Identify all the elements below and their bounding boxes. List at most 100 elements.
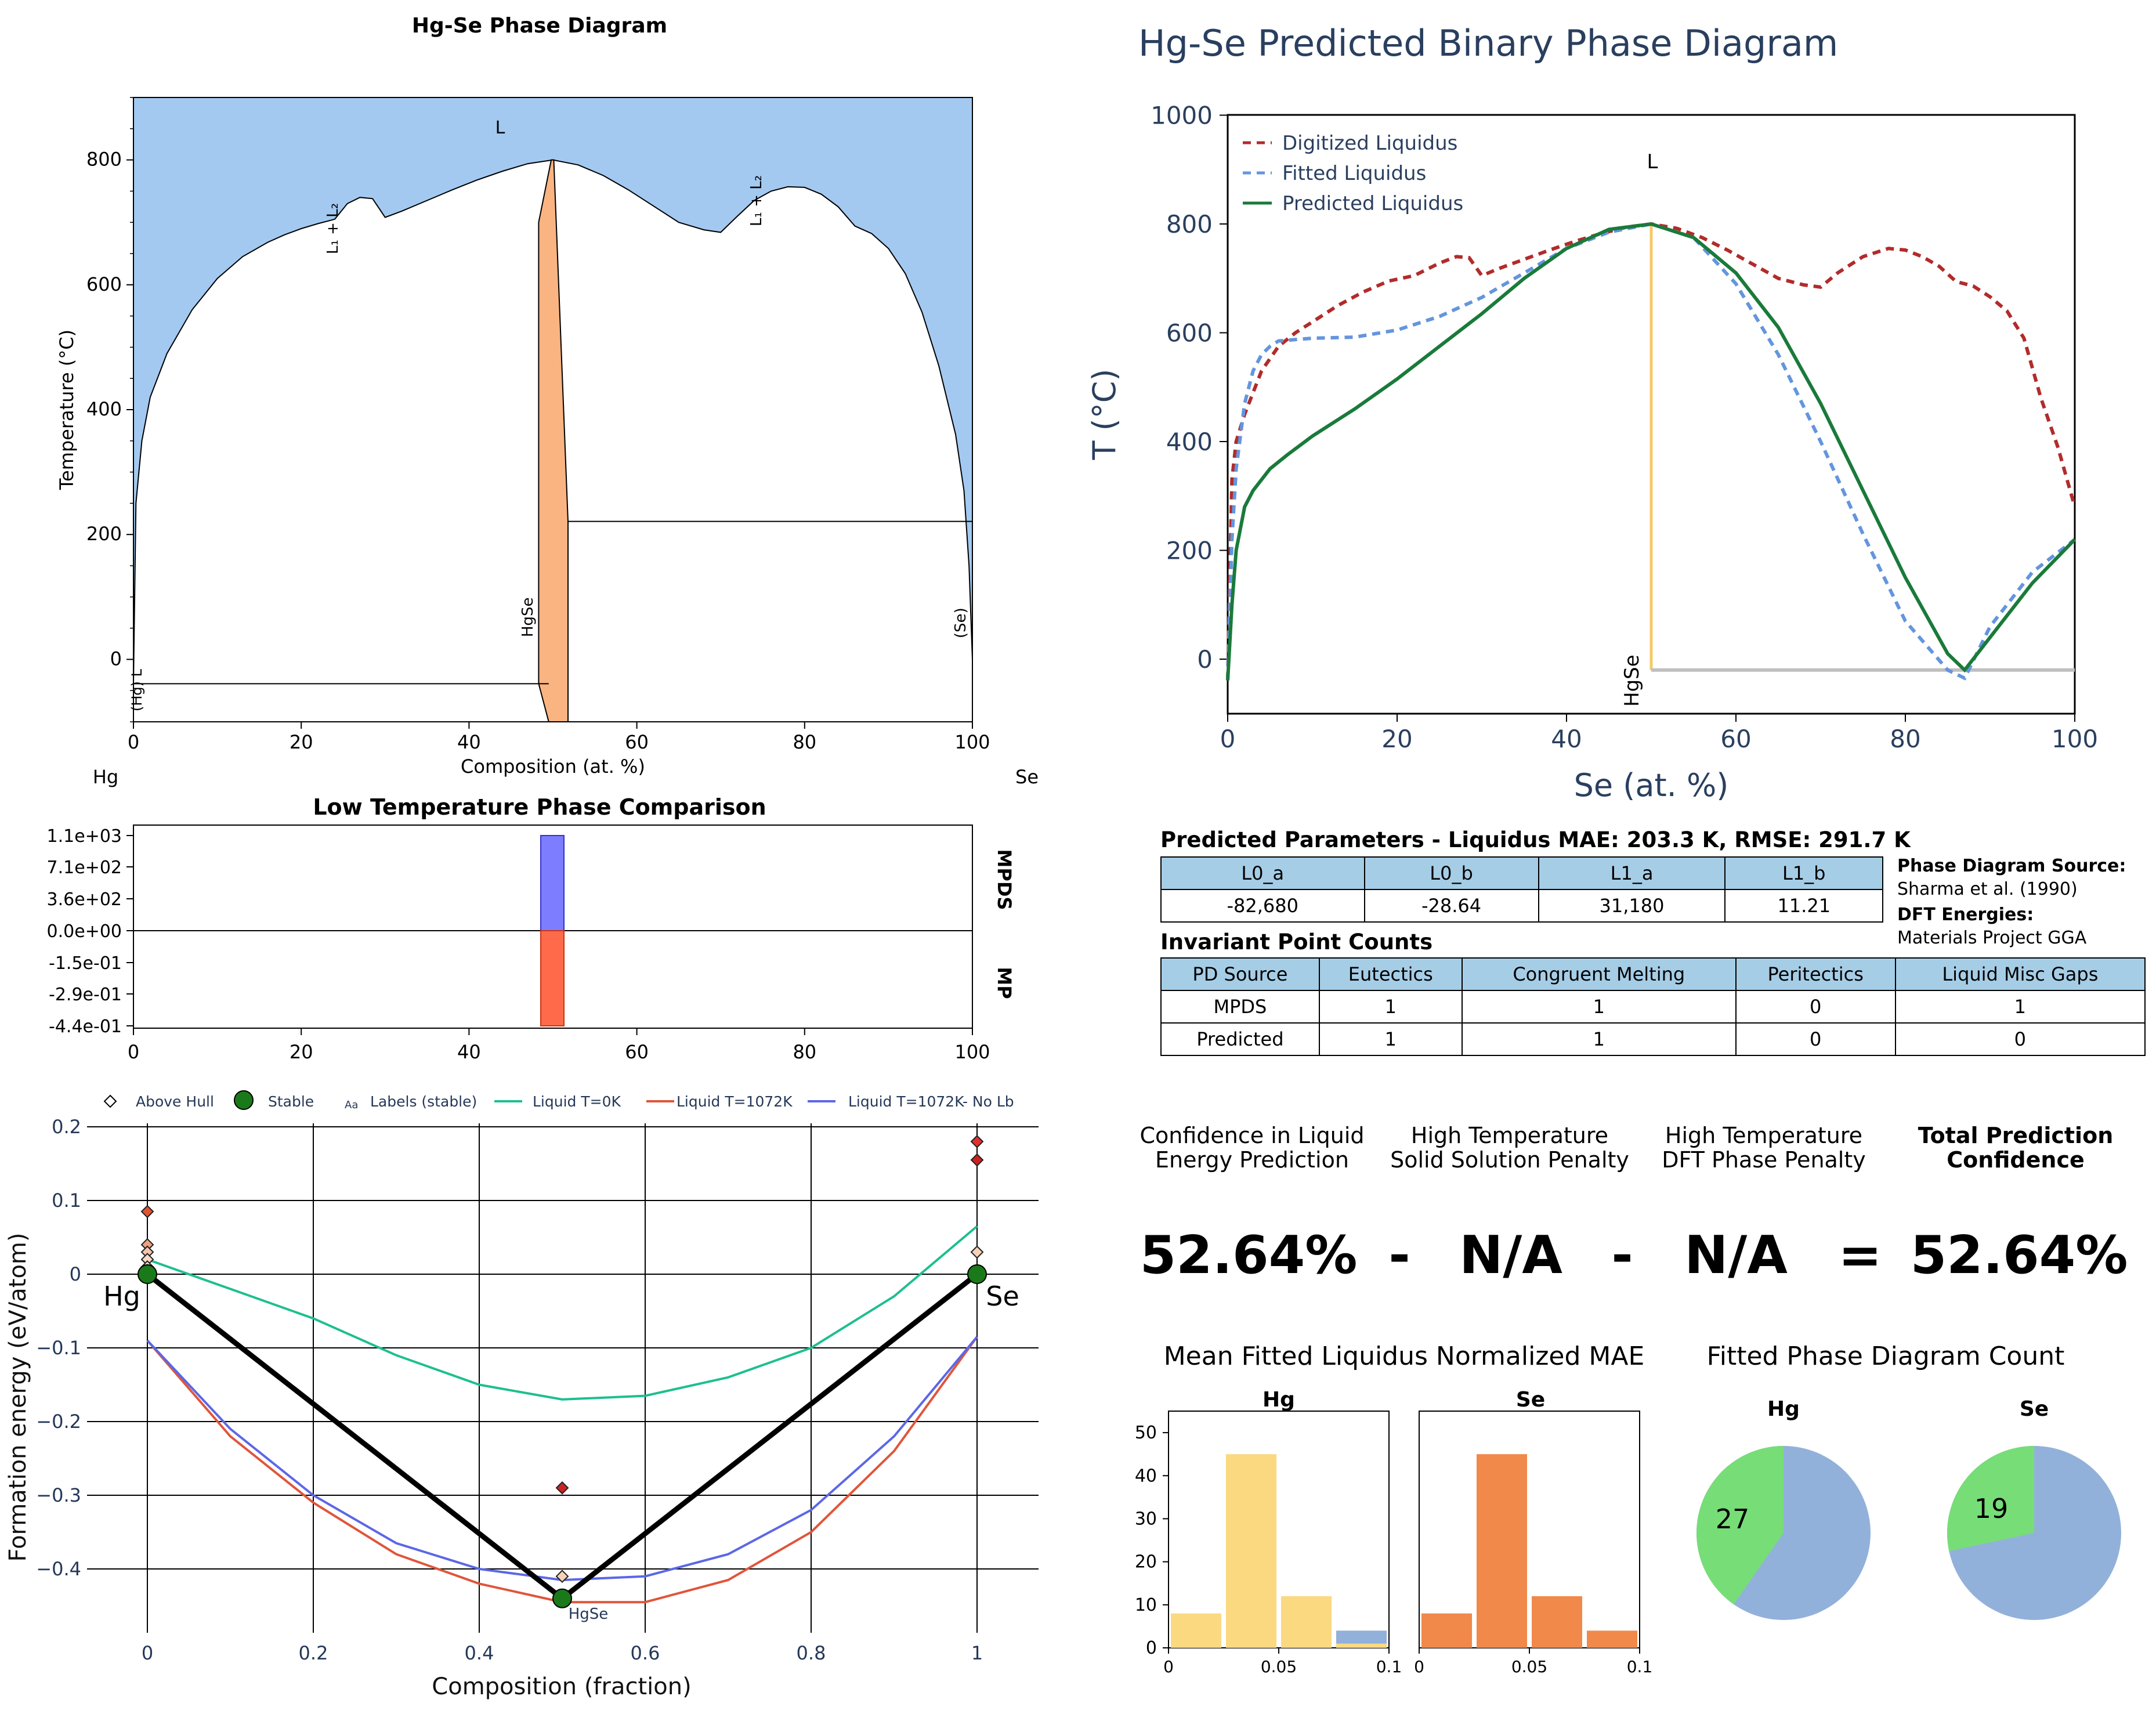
conf-total-value: 52.64% <box>1911 1225 2128 1286</box>
dft-value: Materials Project GGA <box>1897 928 2087 948</box>
y-tick-label: 400 <box>1166 428 1213 456</box>
pie-hg-label: 27 <box>1716 1503 1750 1535</box>
conf-total-label-2: Confidence <box>1947 1147 2085 1173</box>
y-tick-label: 0 <box>110 648 122 670</box>
x-tick-label: 20 <box>290 731 313 753</box>
conf-solid-value: N/A <box>1459 1225 1562 1286</box>
x-tick-label: 100 <box>954 1041 990 1063</box>
inv-header-cell: Congruent Melting <box>1461 957 1737 991</box>
legend-predicted: Predicted Liquidus <box>1282 192 1463 215</box>
predicted-title: Hg-Se Predicted Binary Phase Diagram <box>1138 22 1838 64</box>
params-header-cell: L1_b <box>1724 856 1883 890</box>
y-tick-label: 200 <box>1166 537 1213 565</box>
predicted-panel: Hg-Se Predicted Binary Phase Diagram 0 20… <box>1086 22 2098 804</box>
hull-se-label: Se <box>986 1281 1019 1312</box>
hg-element-label: Hg <box>93 766 118 788</box>
x-tick-label: 60 <box>1720 725 1751 753</box>
params-title: Predicted Parameters - Liquidus MAE: 203… <box>1160 827 1911 852</box>
liquidus-curve <box>133 159 972 684</box>
x-tick-label: 80 <box>793 1041 816 1063</box>
hull-x-tick-label: 0.2 <box>299 1642 328 1664</box>
hull-hgse-label: HgSe <box>569 1605 609 1623</box>
pies <box>1696 1446 2121 1620</box>
params-value-cell: -82,680 <box>1160 889 1365 923</box>
y-tick-label: 1000 <box>1151 102 1213 130</box>
y-tick-label: 600 <box>1166 319 1213 348</box>
pie-slice-count <box>1947 1446 2034 1552</box>
confidence-panel: Confidence in Liquid Energy Prediction H… <box>1140 1123 2128 1286</box>
y-tick-label: 1.1e+03 <box>47 826 122 847</box>
hgse-phase-label: HgSe <box>519 597 537 637</box>
y-tick-label: 0 <box>1146 1638 1157 1658</box>
inv-cell: 1 <box>1318 1022 1463 1056</box>
stable-point <box>552 1588 572 1608</box>
above-hull-point <box>970 1245 984 1259</box>
x-tick-label: 80 <box>1890 725 1920 753</box>
mae-histograms: 0 0.05 0.1 0 0.05 0.1 0 10 20 30 40 50 <box>1135 1411 1652 1676</box>
hull-x-tick-label: 0.4 <box>465 1642 494 1664</box>
y-tick-label: 3.6e+02 <box>47 889 122 910</box>
conf-liquid-label-2: Energy Prediction <box>1155 1147 1349 1173</box>
phase-diagram-panel: Hg-Se Phase Diagram 0 20 40 60 80 100 0 200 400 6… <box>56 14 1039 788</box>
mae-bar <box>1421 1613 1472 1648</box>
hull-y-tick-label: 0.2 <box>52 1116 81 1138</box>
inv-header-cell: Liquid Misc Gaps <box>1894 957 2146 991</box>
mpds-side-label: MPDS <box>993 849 1015 910</box>
inv-cell: 1 <box>1318 990 1463 1024</box>
params-header-cell: L1_a <box>1538 856 1726 890</box>
liquid-label: L <box>495 118 505 138</box>
mp-bar <box>540 930 565 1026</box>
mae-frame <box>1168 1411 1390 1648</box>
legend-fitted: Fitted Liquidus <box>1282 162 1426 185</box>
y-tick-label: 0.0e+00 <box>47 921 122 942</box>
x-tick-label: 80 <box>793 731 816 753</box>
liquid-region <box>133 97 972 684</box>
x-tick-label: 0.05 <box>1511 1657 1547 1676</box>
inv-cell: 0 <box>1735 1022 1896 1056</box>
dft-label: DFT Energies: <box>1897 905 2034 925</box>
conf-dft-label-2: DFT Phase Penalty <box>1662 1147 1866 1173</box>
y-tick-label: 800 <box>1166 210 1213 238</box>
hull-y-tick-label: −0.1 <box>36 1337 81 1359</box>
hull-x-tick-label: 0.6 <box>631 1642 660 1664</box>
x-tick-label: 20 <box>1381 725 1412 753</box>
pie-title: Fitted Phase Diagram Count <box>1707 1341 2065 1371</box>
hull-hg-label: Hg <box>103 1281 140 1312</box>
legend-liquid-nolb: Liquid T=1072K- No Lb <box>848 1093 1014 1110</box>
predicted-series-2 <box>1226 222 2077 681</box>
inv-header-cell: Peritectics <box>1735 957 1896 991</box>
conf-op-2: - <box>1611 1225 1633 1286</box>
legend-above-hull: Above Hull <box>136 1093 214 1110</box>
inv-header-cell: Eutectics <box>1318 957 1463 991</box>
y-tick-label: 0 <box>1197 645 1213 674</box>
above-hull-point <box>140 1205 154 1218</box>
pie-se-title: Se <box>2020 1397 2049 1421</box>
conf-liquid-label-1: Confidence in Liquid <box>1140 1123 1364 1148</box>
conf-total-label-1: Total Prediction <box>1918 1123 2114 1148</box>
x-tick-label: 60 <box>625 731 649 753</box>
low-temp-panel: Low Temperature Phase Comparison 1.1e+03… <box>47 794 1015 1063</box>
legend-labels: Labels (stable) <box>370 1093 477 1110</box>
mae-bar <box>1477 1454 1527 1648</box>
params-header-cell: L0_a <box>1160 856 1365 890</box>
x-tick-label: 40 <box>457 1041 481 1063</box>
x-tick-label: 40 <box>1551 725 1582 753</box>
hull-legend: Above Hull Stable Aa Labels (stable) Liq… <box>103 1090 1014 1111</box>
hull-x-tick-label: 0.8 <box>797 1642 826 1664</box>
inv-cell: 1 <box>1461 990 1737 1024</box>
legend-stable: Stable <box>268 1093 314 1110</box>
invariants-title: Invariant Point Counts <box>1160 930 1432 954</box>
hull-panel: 0 0.2 0.4 0.6 0.8 1 0.2 0.1 0 −0.1 −0.2 −0.3 −0.4 Ab… <box>5 1090 1039 1700</box>
stable-point <box>967 1264 987 1284</box>
x-tick-label: 100 <box>954 731 990 753</box>
mae-se-title: Se <box>1516 1388 1545 1412</box>
x-tick-label: 0.1 <box>1376 1657 1402 1676</box>
predicted-liquid-label: L <box>1647 150 1658 173</box>
params-table: L0_a L0_b L1_a L1_b -82,680 -28.64 31,18… <box>1160 856 1883 923</box>
mpds-bar <box>540 835 565 931</box>
mae-bar <box>1532 1596 1582 1648</box>
legend-digitized: Digitized Liquidus <box>1282 132 1457 155</box>
y-tick-label: 30 <box>1135 1509 1157 1529</box>
inv-cell: 0 <box>1894 1022 2146 1056</box>
inv-cell: 1 <box>1461 1022 1737 1056</box>
